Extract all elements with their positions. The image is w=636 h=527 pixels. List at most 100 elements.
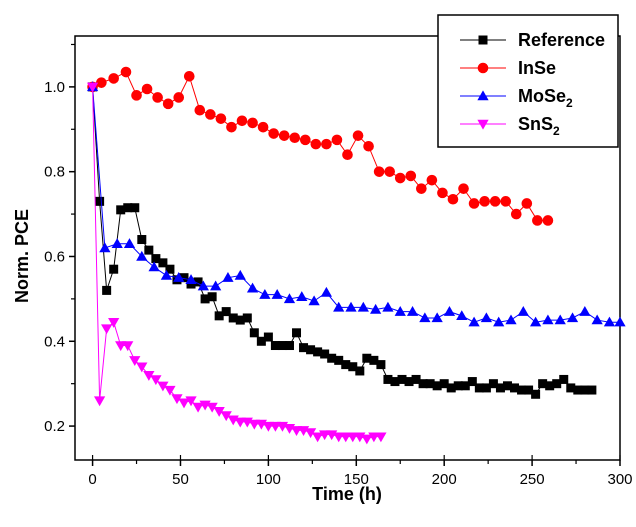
legend: Reference InSe MoSe2 SnS2	[437, 14, 619, 148]
legend-item: SnS2	[460, 114, 560, 138]
data-point	[517, 305, 529, 316]
legend-box	[437, 14, 619, 148]
data-point	[93, 396, 106, 407]
data-point	[308, 295, 320, 306]
data-point	[418, 379, 428, 389]
data-point	[150, 375, 162, 386]
data-point	[171, 394, 183, 405]
data-point	[443, 305, 456, 316]
data-point	[375, 432, 387, 443]
legend-label-subscript: 2	[566, 96, 573, 110]
data-point	[220, 411, 232, 422]
data-point	[502, 381, 512, 391]
data-point	[173, 92, 185, 103]
data-point	[425, 379, 435, 389]
data-point	[157, 381, 169, 392]
data-point	[554, 314, 566, 325]
data-point	[256, 336, 266, 346]
data-point	[521, 198, 533, 209]
data-point	[517, 385, 527, 395]
data-point	[505, 314, 517, 325]
data-point	[186, 279, 196, 289]
data-point	[510, 383, 520, 393]
data-point	[144, 245, 154, 255]
data-point	[158, 258, 168, 268]
data-point	[456, 310, 468, 321]
data-point	[292, 328, 302, 338]
data-point	[123, 238, 136, 248]
data-point	[481, 383, 491, 393]
data-point	[235, 315, 245, 325]
data-point	[249, 328, 259, 338]
data-point	[384, 166, 395, 177]
legend-label-main: MoSe	[518, 86, 566, 106]
data-point	[538, 379, 548, 389]
data-point	[214, 311, 224, 321]
data-point	[468, 316, 480, 327]
data-point	[390, 377, 400, 387]
data-point	[355, 366, 365, 376]
data-point	[426, 174, 438, 186]
x-tick-label: 200	[432, 471, 457, 488]
x-tick-label: 100	[256, 471, 281, 488]
data-point	[334, 355, 344, 365]
data-point	[228, 313, 238, 323]
data-point	[185, 274, 197, 285]
data-point	[370, 303, 382, 314]
data-point	[200, 294, 210, 304]
data-point	[95, 196, 105, 206]
data-point	[542, 314, 554, 325]
data-point	[468, 198, 480, 209]
data-point	[333, 432, 345, 443]
legend-label-main: InSe	[518, 58, 556, 78]
data-point	[591, 314, 603, 325]
data-point	[210, 280, 222, 291]
data-point	[242, 313, 252, 323]
data-point	[474, 383, 484, 393]
data-point	[479, 196, 490, 207]
data-point	[148, 261, 160, 272]
data-point	[310, 138, 322, 150]
data-point	[141, 83, 153, 95]
data-point	[185, 396, 197, 407]
data-point	[197, 280, 209, 291]
legend-marker	[478, 35, 488, 45]
data-point	[130, 203, 140, 213]
data-point	[222, 272, 234, 282]
x-tick-label: 50	[172, 471, 189, 488]
data-point	[524, 385, 534, 395]
legend-item: Reference	[460, 30, 605, 50]
data-point	[268, 128, 279, 139]
data-point	[394, 172, 406, 184]
x-tick-label: 300	[607, 471, 632, 488]
data-point	[226, 121, 237, 133]
legend-marker	[477, 119, 489, 130]
data-point	[559, 374, 569, 384]
data-point	[193, 277, 203, 287]
series-reference	[88, 82, 597, 399]
data-point	[179, 273, 189, 283]
data-point	[345, 301, 357, 312]
data-point	[289, 132, 301, 144]
data-point	[160, 269, 173, 280]
data-point	[579, 305, 591, 316]
data-point	[234, 417, 246, 428]
data-point	[269, 421, 282, 432]
data-point	[342, 149, 353, 161]
data-point	[566, 383, 576, 393]
data-point	[320, 286, 333, 297]
y-tick-label: 0.4	[44, 333, 65, 350]
data-point	[234, 269, 246, 280]
data-point	[143, 370, 155, 381]
data-point	[573, 385, 583, 395]
data-point	[458, 183, 469, 194]
data-point	[363, 140, 374, 152]
legend-label: SnS2	[518, 114, 560, 138]
data-point	[405, 170, 417, 182]
data-point	[311, 432, 324, 443]
series-mose2	[86, 81, 626, 327]
data-point	[151, 254, 161, 264]
data-point	[531, 389, 541, 399]
data-point	[137, 235, 147, 245]
data-point	[271, 289, 283, 299]
